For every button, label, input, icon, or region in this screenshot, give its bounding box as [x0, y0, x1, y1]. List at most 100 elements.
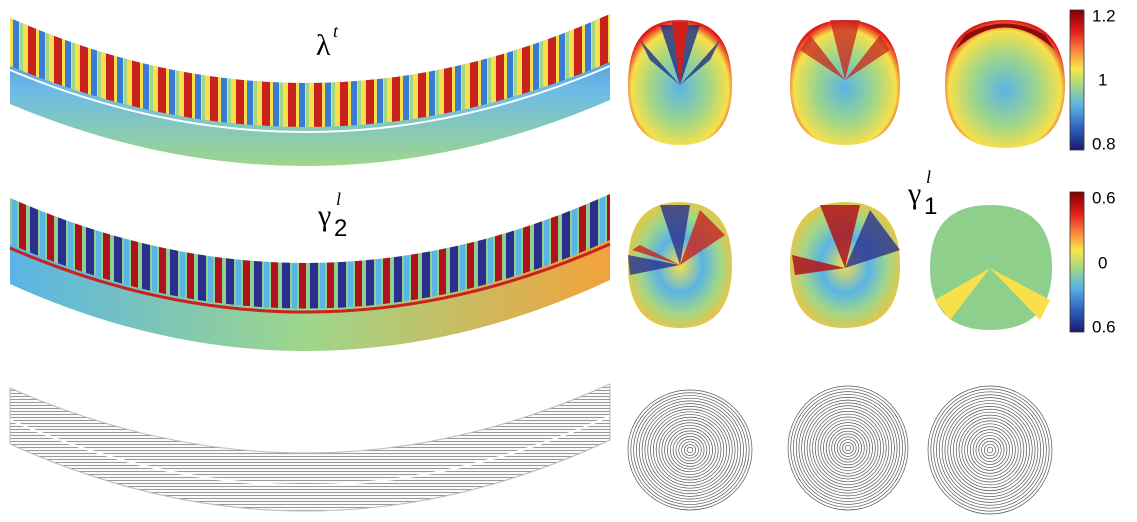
- contour: [950, 408, 1030, 492]
- mesh-band: [9, 383, 611, 512]
- colorbar-label: 0: [1098, 253, 1107, 272]
- contour: [933, 391, 1047, 509]
- disc-pattern: [935, 268, 1050, 320]
- contour: [930, 388, 1050, 512]
- contour: [795, 394, 901, 502]
- contour: [964, 423, 1016, 477]
- disc-pattern: [800, 20, 890, 80]
- contour: [986, 446, 994, 454]
- disc: [945, 20, 1065, 148]
- contour: [975, 435, 1005, 465]
- contour: [961, 420, 1019, 480]
- edge: [9, 242, 611, 314]
- contour: [669, 430, 711, 470]
- contour: [825, 425, 871, 471]
- contour: [667, 427, 713, 473]
- contour: [936, 394, 1044, 506]
- contour: [941, 400, 1039, 500]
- label-sub: 2: [334, 215, 347, 242]
- contour: [633, 395, 747, 505]
- contour: [684, 444, 696, 456]
- contour: [844, 444, 852, 452]
- colorbar: [1069, 9, 1085, 151]
- disc-pattern: [632, 210, 725, 265]
- contour: [814, 413, 882, 483]
- contour: [798, 396, 898, 500]
- contour: [661, 422, 719, 478]
- label-symbol: γ: [907, 177, 921, 210]
- contour: [647, 408, 733, 492]
- disc-pattern: [672, 22, 688, 85]
- contour: [675, 436, 705, 464]
- contour: [955, 414, 1025, 486]
- colorbar: [1069, 191, 1085, 333]
- contour: [927, 385, 1053, 515]
- contour: [820, 419, 876, 477]
- contour: [817, 416, 879, 480]
- contour: [644, 406, 736, 494]
- contour: [672, 433, 708, 467]
- contour: [650, 411, 730, 489]
- contour: [681, 441, 699, 459]
- contour: [947, 406, 1033, 494]
- contour: [823, 422, 873, 474]
- colorbar-label: 0.8: [1092, 134, 1116, 153]
- contour: [664, 425, 716, 475]
- label-symbol: γ: [317, 199, 331, 232]
- contour: [790, 388, 906, 508]
- discs: [628, 20, 1065, 330]
- colorbar-label: 1: [1098, 70, 1107, 89]
- contour: [686, 446, 694, 454]
- contour: [958, 417, 1022, 483]
- edge: [9, 65, 611, 133]
- contour-discs: [627, 385, 1053, 515]
- label-sub: 1: [924, 193, 937, 220]
- contour: [836, 436, 860, 460]
- edge: [9, 415, 611, 486]
- contour: [831, 430, 865, 466]
- contour: [793, 391, 903, 505]
- contour: [627, 389, 753, 511]
- contour: [804, 402, 892, 494]
- contour: [984, 443, 996, 457]
- disc-pattern: [792, 205, 860, 275]
- contour: [641, 403, 739, 497]
- contour: [809, 408, 887, 488]
- label-sup: t: [333, 21, 339, 41]
- contour: [972, 432, 1008, 468]
- contour: [638, 400, 742, 500]
- colorbar-label: 0.6: [1092, 188, 1116, 207]
- contour: [801, 399, 895, 497]
- contour: [842, 442, 854, 454]
- contour: [967, 426, 1013, 474]
- colorbar-label: 0.6: [1092, 317, 1116, 336]
- label-symbol: λ: [316, 29, 331, 62]
- contour: [636, 397, 744, 503]
- contour: [978, 438, 1002, 462]
- contour: [828, 427, 868, 469]
- colorbar-label: 1.2: [1092, 6, 1116, 25]
- contour: [834, 433, 862, 463]
- disc-pattern: [628, 205, 690, 275]
- contour: [630, 392, 750, 508]
- wrinkle-band: [10, 194, 610, 309]
- contour: [658, 419, 722, 481]
- disc-pattern: [955, 23, 1055, 50]
- contour: [969, 429, 1011, 471]
- label-sup: l: [926, 167, 931, 187]
- contour: [938, 397, 1042, 503]
- contour: [953, 411, 1027, 489]
- contour: [678, 438, 702, 462]
- contour: [806, 405, 890, 491]
- contour: [839, 439, 857, 457]
- label-sup: l: [336, 189, 341, 209]
- disc-pattern: [845, 210, 900, 268]
- contour: [653, 414, 727, 486]
- contour: [787, 385, 909, 511]
- contour: [981, 440, 999, 460]
- contour: [812, 411, 884, 485]
- wrinkle-band: [10, 14, 610, 128]
- contour: [655, 416, 725, 484]
- contour: [944, 403, 1036, 497]
